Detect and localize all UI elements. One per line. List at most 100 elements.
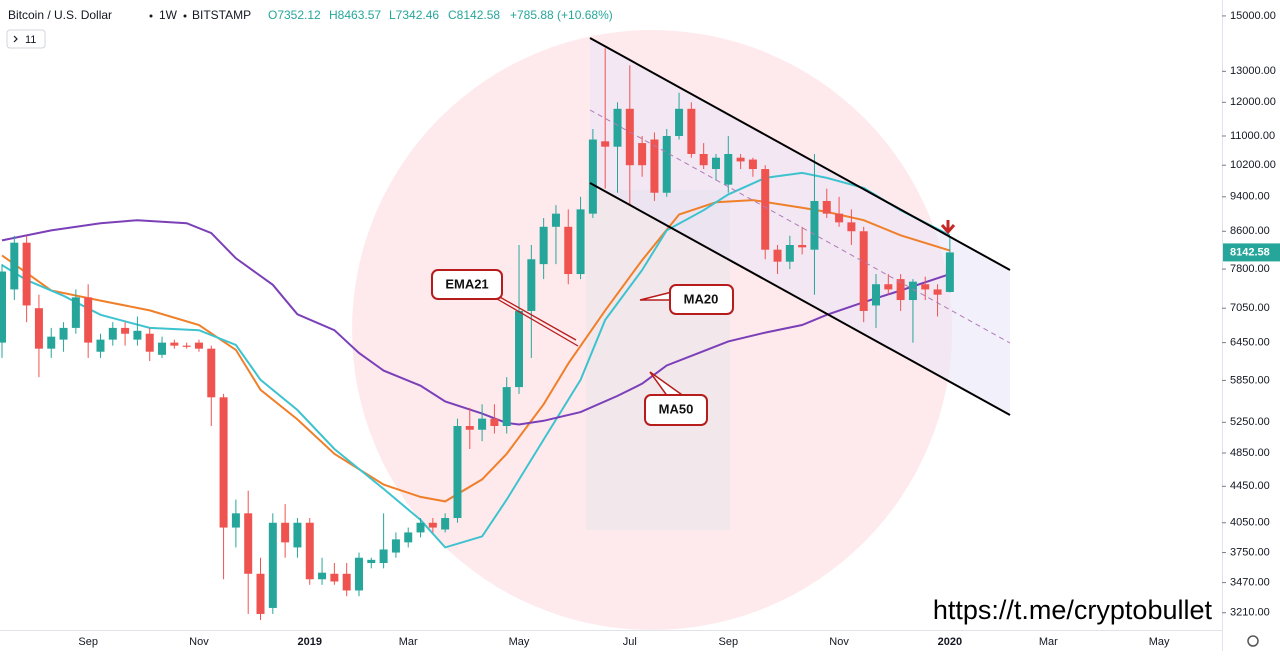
x-tick-label: 2019 [298, 636, 322, 648]
candle-body [281, 522, 290, 543]
x-tick-label: Mar [399, 636, 418, 648]
last-price-tag [1223, 243, 1280, 262]
candle-body [810, 200, 819, 250]
separator [149, 14, 153, 18]
y-tick-label: 3750.00 [1230, 546, 1270, 558]
candle-body [921, 284, 930, 290]
x-tick-label: Sep [719, 636, 739, 648]
candle-body [601, 141, 610, 147]
callout-box [431, 269, 503, 300]
candle-body [108, 327, 117, 340]
y-tick-label: 10200.00 [1230, 159, 1276, 171]
candle-body [908, 281, 917, 301]
callout-label: MA20 [684, 291, 719, 306]
candle-body [194, 342, 203, 349]
candle-body [613, 108, 622, 147]
candle-body [207, 348, 216, 398]
candle-body [588, 139, 597, 214]
candle-body [441, 518, 450, 530]
candle-body [0, 271, 6, 343]
x-tick-label: May [1149, 636, 1170, 648]
candle-body [835, 213, 844, 223]
candle-body [896, 279, 905, 301]
callout-label: MA50 [659, 401, 694, 416]
candle-body [638, 143, 647, 166]
candle-body [231, 513, 240, 528]
candle-body [478, 418, 487, 430]
indicator-toggle[interactable] [6, 29, 46, 49]
x-tick-label: Nov [189, 636, 209, 648]
axis-labels: 3210.00 3470.00 3750.00 4050.00 4450.00 4850.… [78, 10, 1280, 648]
y-tick-label: 3210.00 [1230, 607, 1270, 619]
candle-body [711, 157, 720, 170]
candle-body [84, 297, 93, 343]
watermark-url: https://t.me/cryptobullet [933, 595, 1213, 625]
candle-body [244, 513, 253, 574]
y-tick-label: 7800.00 [1230, 263, 1270, 275]
candle-body [416, 522, 425, 533]
candle-body [256, 573, 265, 614]
y-tick-label: 13000.00 [1230, 65, 1276, 77]
candle-body [773, 249, 782, 262]
candle-body [724, 153, 733, 185]
candle-body [490, 418, 499, 427]
callout-box [669, 284, 734, 315]
candle-body [625, 108, 634, 166]
y-tick-label: 5850.00 [1230, 374, 1270, 386]
candle-body [822, 200, 831, 214]
x-tick-label: Nov [829, 636, 849, 648]
candle-body [662, 135, 671, 193]
y-tick-label: 9400.00 [1230, 191, 1270, 203]
channel-lower [589, 182, 1011, 416]
candle-body [318, 572, 327, 580]
candle-body [170, 342, 179, 346]
candle-body [884, 284, 893, 290]
candle-body [404, 532, 413, 543]
channel-mid [589, 109, 1011, 344]
ohlc-change: +785.88 (+10.68%) [510, 8, 613, 22]
interval: 1W [159, 8, 178, 22]
candle-body [502, 387, 511, 427]
candle-body [650, 139, 659, 193]
y-tick-label: 4850.00 [1230, 447, 1270, 459]
plot-area [0, 48, 954, 621]
callout-pointer [497, 295, 577, 341]
x-tick-label: 2020 [938, 636, 962, 648]
y-tick-label: 7050.00 [1230, 302, 1270, 314]
arrow-down [940, 220, 956, 235]
symbol: Bitcoin / U.S. Dollar [8, 8, 112, 22]
candle-body [367, 559, 376, 564]
candle-body [872, 284, 881, 306]
x-tick-label: Jul [623, 636, 637, 648]
chevron [13, 35, 18, 43]
callout-pointer [649, 371, 686, 398]
y-tick-label: 8600.00 [1230, 225, 1270, 237]
ohlc-low: L7342.46 [389, 8, 439, 22]
candle-body [859, 231, 868, 311]
candle-body [330, 573, 339, 582]
candle-body [945, 252, 954, 292]
y-tick-label: 4050.00 [1230, 517, 1270, 529]
candle-body [145, 333, 154, 352]
candle-body [428, 522, 437, 528]
y-tick-label: 6450.00 [1230, 337, 1270, 349]
candle-body [539, 226, 548, 265]
candle-body [71, 297, 80, 328]
y-tick-label: 12000.00 [1230, 96, 1276, 108]
candle-body [47, 336, 56, 349]
y-tick-label: 15000.00 [1230, 10, 1276, 22]
candle-body [687, 108, 696, 154]
x-tick-label: Mar [1039, 636, 1058, 648]
settings-icon[interactable] [1247, 635, 1259, 647]
candle-body [933, 289, 942, 295]
callout-box [644, 394, 708, 426]
candle-body [22, 242, 31, 306]
indicator-count: 11 [25, 34, 36, 46]
y-tick-label: 3470.00 [1230, 576, 1270, 588]
candle-body [293, 522, 302, 548]
candle-body [564, 226, 573, 275]
ohlc-open: O7352.12 [268, 8, 321, 22]
candle-body [515, 310, 524, 388]
candle-body [847, 222, 856, 232]
